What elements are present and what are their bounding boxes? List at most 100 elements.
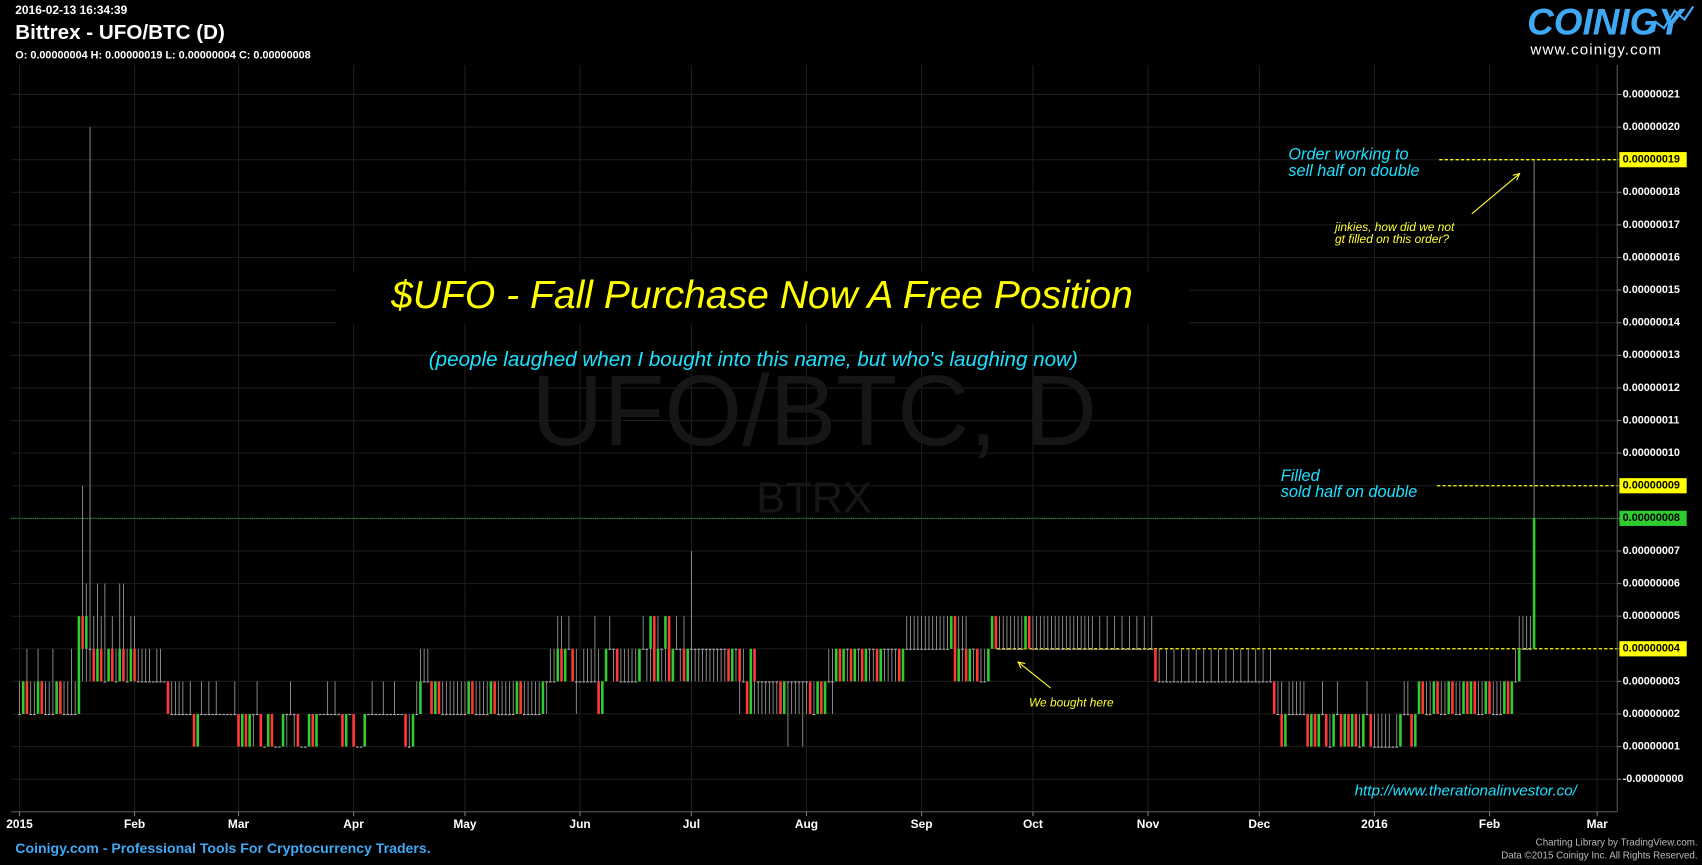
candle-body [953, 616, 957, 682]
candle-body [523, 713, 526, 716]
candle-body [1180, 681, 1183, 683]
candle-body [203, 713, 207, 716]
candle-body [508, 713, 511, 716]
candle-body [1269, 681, 1272, 683]
candle-body [794, 681, 797, 683]
candle-body [589, 681, 593, 683]
candle-body [749, 648, 753, 714]
candle-body [1072, 648, 1076, 650]
y-tick-label: 0.00000012 [1623, 382, 1680, 394]
candle-body [545, 681, 548, 683]
candle-body [779, 681, 782, 714]
y-tick-label: 0.00000006 [1623, 577, 1680, 589]
candle-body [493, 681, 496, 714]
candle-body [1473, 681, 1476, 714]
candle-body [968, 648, 972, 682]
candle-body [404, 713, 407, 747]
candle-body [612, 648, 615, 650]
candle-body [1020, 648, 1024, 650]
candle-body [1042, 648, 1046, 650]
candle-body [29, 713, 32, 716]
candle-body [1362, 713, 1365, 747]
candle-body [1410, 713, 1413, 747]
arrow [1018, 662, 1052, 689]
candle-body [641, 648, 645, 650]
candle-body [393, 713, 396, 716]
candle-body [333, 713, 337, 716]
candle-body [1358, 746, 1361, 748]
candle-body [1117, 648, 1120, 650]
candle-body [901, 648, 905, 682]
candle-body [237, 713, 240, 747]
candle-body [344, 713, 348, 747]
candle-body [1499, 713, 1502, 716]
candle-body [552, 681, 556, 683]
candle-body [742, 681, 745, 683]
candle-body [456, 713, 459, 716]
candle-body [122, 648, 125, 682]
candle-body [1187, 681, 1191, 683]
candle-body [207, 713, 211, 716]
candle-body [1525, 648, 1528, 650]
candle-body [1076, 648, 1079, 650]
candle-body [808, 681, 812, 714]
candle-body [990, 616, 994, 649]
candle-body [1510, 681, 1514, 714]
y-tick-label: 0.00000013 [1623, 349, 1680, 361]
candle-body [1321, 713, 1324, 716]
candle-body [348, 713, 352, 716]
y-tick-label: 0.00000018 [1623, 186, 1680, 198]
candle-body [289, 713, 292, 716]
candle-body [634, 681, 638, 683]
candle-body [1135, 648, 1139, 650]
timestamp: 2016-02-13 16:34:39 [15, 3, 127, 17]
candle-body [998, 648, 1001, 650]
candle-body [356, 746, 359, 748]
candle-body [816, 681, 819, 714]
candle-body [136, 681, 140, 683]
candle-body [1261, 681, 1265, 683]
candle-body [1065, 648, 1068, 650]
candle-body [1421, 681, 1425, 714]
logo-url: www.coinigy.com [1529, 41, 1662, 58]
candle-body [1165, 681, 1168, 683]
candle-body [111, 648, 114, 682]
candle-body [170, 713, 174, 716]
candle-body [226, 713, 229, 716]
candle-body [1198, 681, 1202, 683]
candle-body [1206, 681, 1209, 683]
candle-body [274, 746, 277, 748]
candle-body [537, 713, 541, 716]
candle-body [1143, 648, 1146, 650]
candle-body [834, 648, 838, 682]
candle-body [222, 713, 225, 716]
candle-body [73, 713, 77, 716]
candle-body [378, 713, 381, 716]
candle-body [1506, 681, 1510, 714]
candle-body [485, 713, 489, 716]
candle-body [181, 713, 185, 716]
candle-body [604, 648, 608, 682]
candle-body [185, 713, 188, 716]
candle-body [300, 746, 303, 748]
candle-body [916, 648, 920, 650]
candle-body [85, 616, 88, 649]
candle-body [59, 681, 62, 714]
candle-body [935, 648, 938, 650]
x-tick-label: Sep [911, 817, 933, 831]
candle-body [1250, 681, 1254, 683]
candle-body [623, 681, 626, 683]
candle-body [1317, 713, 1321, 747]
price-badge-label: 0.00000004 [1623, 643, 1680, 655]
candle-body [1183, 681, 1187, 683]
candle-body [1488, 681, 1491, 714]
candle-body [389, 713, 393, 716]
y-tick-label: 0.00000007 [1623, 545, 1680, 557]
x-tick-label: Mar [228, 817, 250, 831]
candle-body [1399, 713, 1402, 747]
candle-body [281, 713, 285, 747]
candle-body [330, 713, 333, 716]
candle-body [957, 648, 960, 682]
candle-body [1406, 713, 1410, 716]
